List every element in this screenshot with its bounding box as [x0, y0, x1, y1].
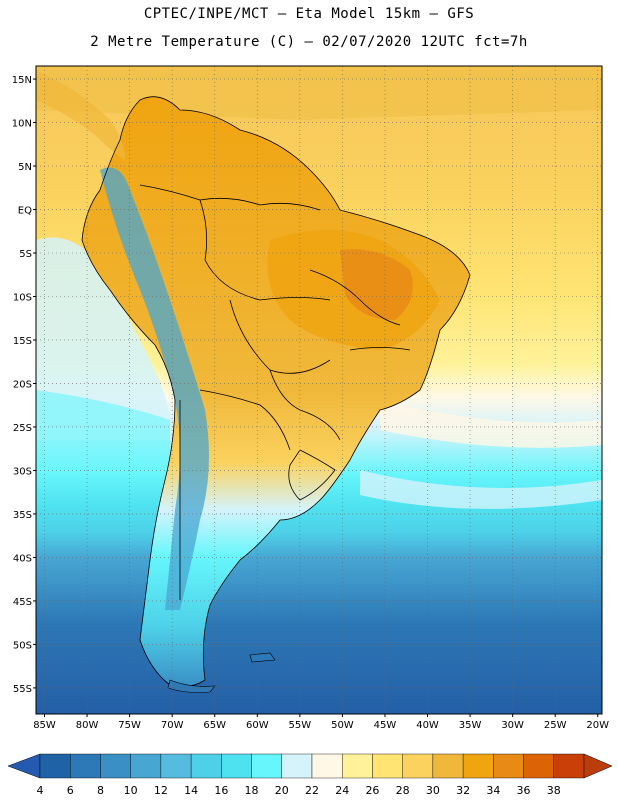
central-america-land [36, 70, 125, 160]
warm-band-north [36, 66, 602, 120]
coastline [81, 96, 471, 688]
colorbar-swatch [221, 753, 252, 779]
mild-band-atlantic [380, 400, 602, 448]
colorbar-swatch [462, 753, 494, 779]
colorbar-swatch [553, 753, 585, 779]
graticule [36, 66, 602, 714]
colorbar-swatch [523, 753, 554, 779]
colorbar-swatch [160, 753, 192, 779]
colorbar-tick-label: 28 [396, 784, 410, 797]
lon-tick-label: 75W [118, 720, 141, 731]
colorbar-swatch [402, 753, 434, 779]
colorbar: 4 6 8 10 12 14 16 18 20 22 24 26 28 30 32 34 36 38 [7, 753, 613, 797]
latitude-labels: 15N 10N 5N EQ 5S 10S 15S 20S 25S 30S 35S 40S 45S 50S 5… [12, 75, 36, 695]
lat-tick-label: 15N [12, 75, 32, 86]
lat-tick-label: 5N [18, 162, 32, 173]
border-brazil-states-2 [309, 269, 401, 326]
colorbar-tick-label: 4 [37, 784, 44, 797]
andes-cold-strip [100, 167, 209, 610]
pacific-cool-tongue [36, 237, 175, 440]
colorbar-swatch [190, 753, 222, 779]
cool-band-atlantic [360, 470, 602, 509]
colorbar-swatch [281, 753, 313, 779]
lat-tick-label: 20S [13, 379, 32, 390]
colorbar-high-arrow [583, 753, 613, 779]
lon-tick-label: 40W [416, 720, 439, 731]
colorbar-tick-label: 36 [517, 784, 531, 797]
colorbar-tick-label: 16 [214, 784, 228, 797]
colorbar-tick-label: 18 [245, 784, 259, 797]
colorbar-tick-label: 14 [184, 784, 198, 797]
lat-tick-label: EQ [18, 206, 32, 217]
colorbar-tick-label: 34 [486, 784, 500, 797]
temperature-field [36, 66, 602, 714]
lat-tick-label: 50S [13, 640, 32, 651]
colorbar-tick-label: 12 [154, 784, 168, 797]
colorbar-tick-label: 32 [456, 784, 470, 797]
lon-tick-label: 60W [246, 720, 269, 731]
lat-tick-label: 35S [13, 510, 32, 521]
map-frame [35, 65, 603, 715]
lon-tick-label: 80W [76, 720, 99, 731]
lon-tick-label: 20W [586, 720, 609, 731]
border-peru-brazil [199, 199, 331, 301]
tierra-del-fuego [167, 679, 216, 693]
colorbar-swatch [311, 753, 343, 779]
colorbar-tick-label: 30 [426, 784, 440, 797]
lon-tick-label: 25W [544, 720, 567, 731]
colorbar-swatch [70, 753, 101, 779]
border-brazil-states [349, 347, 411, 351]
falkland-islands [249, 652, 276, 663]
lon-tick-label: 45W [374, 720, 397, 731]
colorbar-swatch [39, 753, 71, 779]
map-title-line2: 2 Metre Temperature (C) – 02/07/2020 12U… [90, 34, 528, 50]
colorbar-tick-label: 20 [275, 784, 289, 797]
colorbar-tick-label: 6 [67, 784, 74, 797]
colorbar-swatch [130, 753, 162, 779]
lat-tick-label: 55S [13, 684, 32, 695]
colorbar-swatch [493, 753, 524, 779]
colorbar-swatch [432, 753, 464, 779]
colorbar-low-arrow [7, 753, 41, 779]
lat-tick-label: 10S [13, 292, 32, 303]
pacific-cool-band [36, 390, 170, 470]
lat-tick-label: 30S [13, 466, 32, 477]
colorbar-tick-label: 10 [124, 784, 138, 797]
lat-tick-label: 5S [19, 249, 32, 260]
longitude-labels: 85W 80W 75W 70W 65W 60W 55W 50W 45W 40W 35W 30W 25W 2… [33, 714, 609, 731]
border-argentina-north [199, 389, 291, 451]
lon-tick-label: 35W [459, 720, 482, 731]
colorbar-tick-label: 38 [547, 784, 561, 797]
border-uruguay [288, 449, 336, 501]
lon-tick-label: 65W [203, 720, 226, 731]
colorbar-swatch [251, 753, 282, 779]
colorbar-swatch [100, 753, 131, 779]
lat-tick-label: 40S [13, 553, 32, 564]
colorbar-swatch [342, 753, 373, 779]
colorbar-tick-label: 24 [335, 784, 349, 797]
border-bolivia [229, 299, 331, 374]
colorbar-tick-label: 22 [305, 784, 319, 797]
colorbar-tick-label: 8 [97, 784, 104, 797]
lon-tick-label: 85W [33, 720, 56, 731]
colorbar-swatch [372, 753, 403, 779]
lat-tick-label: 25S [13, 423, 32, 434]
lat-tick-label: 45S [13, 597, 32, 608]
border-venezuela [259, 202, 321, 211]
lon-tick-label: 55W [289, 720, 312, 731]
hottest-core [340, 249, 413, 320]
map-title-line1: CPTEC/INPE/MCT – Eta Model 15km – GFS [143, 6, 475, 22]
colorbar-tick-label: 26 [365, 784, 379, 797]
lat-tick-label: 10N [12, 119, 32, 130]
lon-tick-label: 70W [161, 720, 184, 731]
lon-tick-label: 30W [501, 720, 524, 731]
lat-tick-label: 15S [13, 336, 32, 347]
lon-tick-label: 50W [331, 720, 354, 731]
